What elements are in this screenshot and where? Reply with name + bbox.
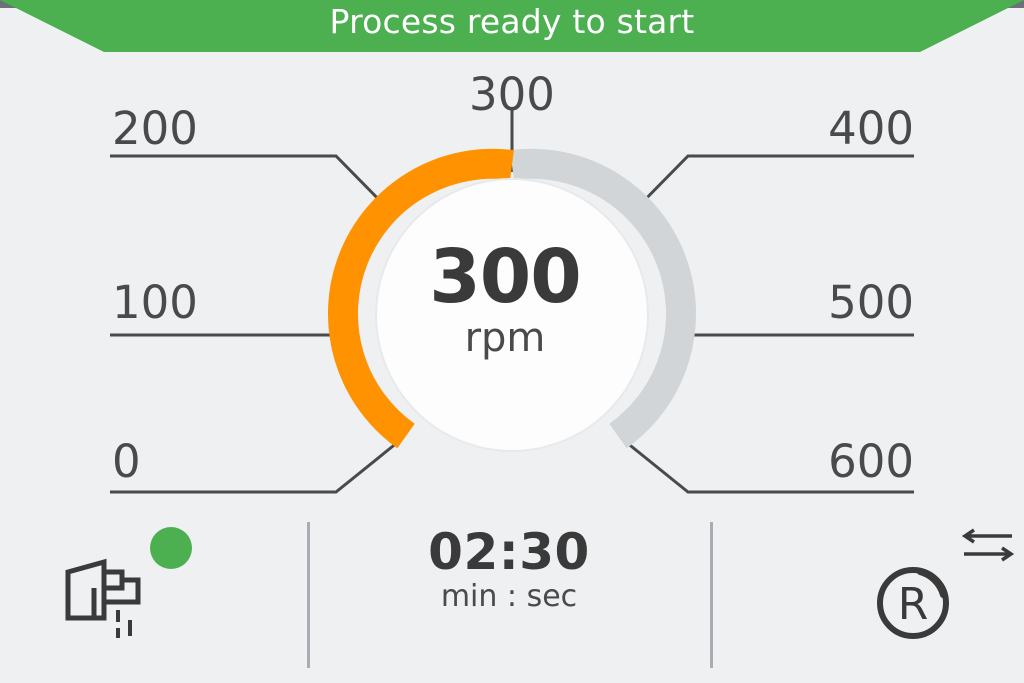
gauge-graphics: [110, 109, 914, 494]
rotation-letter: R: [898, 579, 929, 630]
rotation-r-icon[interactable]: R: [874, 562, 952, 640]
bidirectional-arrows-icon[interactable]: [960, 526, 1016, 568]
leader-line-400: [626, 154, 914, 219]
tick-label-400: 400: [828, 102, 914, 155]
timer-value: 02:30: [428, 523, 590, 581]
bottom-status-bar: 02:30 min : sec R: [0, 502, 1024, 683]
tick-leader-lines: [110, 109, 914, 494]
timer-unit: min : sec: [440, 578, 578, 614]
gauge-track: [510, 148, 697, 449]
gauge-inner-disc: [375, 178, 649, 452]
leader-line-200: [110, 154, 398, 219]
status-banner: Process ready to start: [0, 0, 1024, 52]
tick-label-200: 200: [112, 102, 198, 155]
speed-gauge[interactable]: 300 rpm 200 300 400 100 500 0 600: [0, 52, 1024, 502]
divider-left: [307, 522, 310, 668]
divider-right: [710, 522, 713, 668]
tick-label-0: 0: [112, 435, 141, 488]
tick-label-500: 500: [828, 276, 914, 329]
tick-label-300: 300: [469, 68, 555, 121]
faucet-icon[interactable]: [64, 550, 148, 640]
tick-label-100: 100: [112, 276, 198, 329]
timer-block[interactable]: 02:30 min : sec: [308, 526, 710, 615]
gauge-progress-arc: [327, 148, 514, 449]
water-status-dot: [150, 527, 192, 569]
tick-label-600: 600: [828, 435, 914, 488]
leader-line-600: [625, 440, 914, 494]
status-banner-text: Process ready to start: [329, 2, 695, 41]
leader-line-0: [110, 440, 399, 494]
